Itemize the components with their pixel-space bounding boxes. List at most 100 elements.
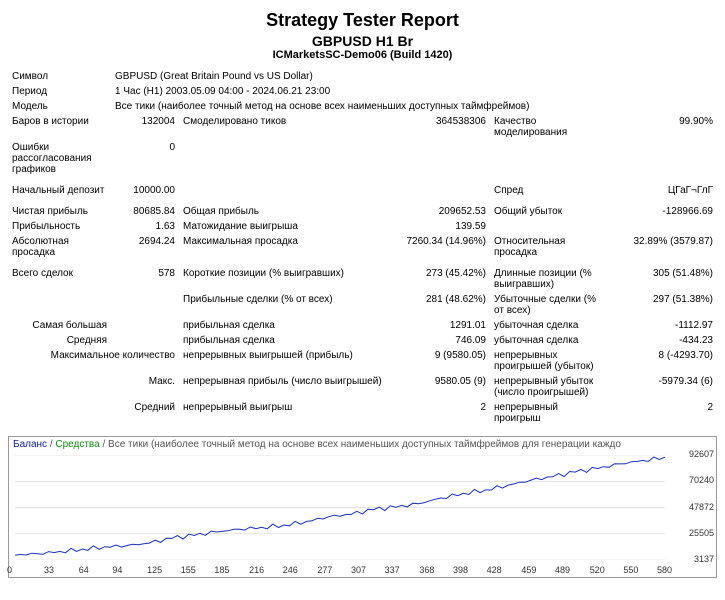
losst-label: Убыточные сделки (% от всех) (490, 292, 609, 318)
report-subtitle: GBPUSD H1 Br (8, 33, 717, 49)
y-tick: 25505 (689, 528, 714, 538)
pf-label: Прибыльность (8, 219, 111, 234)
grossprofit-value: 209652.53 (387, 204, 490, 219)
symbol-label: Символ (8, 69, 111, 84)
maxconsl-value: 8 (-4293.70) (609, 348, 717, 374)
spread-value: ЦГаГ¬ГлГ (609, 183, 717, 198)
x-tick: 33 (44, 565, 54, 575)
period-label: Период (8, 84, 111, 99)
x-tick: 216 (249, 565, 264, 575)
grossprofit-label: Общая прибыль (179, 204, 387, 219)
ticks-value: 364538306 (387, 114, 490, 140)
largest-label: Самая большая (8, 318, 111, 333)
avgp-label: прибыльная сделка (179, 333, 387, 348)
reldd-value: 32.89% (3579.87) (609, 234, 717, 260)
largestp-value: 1291.01 (387, 318, 490, 333)
report-table: Символ GBPUSD (Great Britain Pound vs US… (8, 69, 717, 426)
chart-header-rest: / Все тики (наиболее точный метод на осн… (102, 439, 620, 450)
maxconsp-value: 9 (9580.05) (387, 348, 490, 374)
short-label: Короткие позиции (% выигравших) (179, 266, 387, 292)
avg-label: Средняя (8, 333, 111, 348)
x-tick: 398 (453, 565, 468, 575)
avgconsl-value: 2 (609, 400, 717, 426)
short-value: 273 (45.42%) (387, 266, 490, 292)
errors-label: Ошибки рассогласования графиков (8, 140, 111, 177)
chart-svg (15, 455, 665, 560)
chart-balance-label: Баланс (13, 439, 47, 450)
x-tick: 155 (181, 565, 196, 575)
proft-label: Прибыльные сделки (% от всех) (179, 292, 387, 318)
ep-label: Матожидание выигрыша (179, 219, 387, 234)
max-label: Макс. (8, 374, 179, 400)
chart-header: Баланс / Средства / Все тики (наиболее т… (13, 439, 621, 450)
absdd-label: Абсолютная просадка (8, 234, 111, 260)
x-tick: 337 (385, 565, 400, 575)
x-tick: 64 (79, 565, 89, 575)
maxconsp-label: непрерывных выигрышей (прибыль) (179, 348, 387, 374)
x-tick: 428 (487, 565, 502, 575)
bars-label: Баров в истории (8, 114, 111, 140)
spread-label: Спред (490, 183, 609, 198)
grossloss-label: Общий убыток (490, 204, 609, 219)
maxcp-value: 9580.05 (9) (387, 374, 490, 400)
symbol-value: GBPUSD (Great Britain Pound vs US Dollar… (111, 69, 717, 84)
absdd-value: 2694.24 (111, 234, 179, 260)
x-tick: 368 (419, 565, 434, 575)
x-tick: 0 (7, 565, 12, 575)
netprofit-label: Чистая прибыль (8, 204, 111, 219)
deposit-label: Начальный депозит (8, 183, 111, 198)
quality-label: Качество моделирования (490, 114, 609, 140)
maxcl-label: непрерывный убыток (число проигрышей) (490, 374, 609, 400)
deposit-value: 10000.00 (111, 183, 179, 198)
chart-sredstva-label: Средства (55, 439, 99, 450)
avgl-value: -434.23 (609, 333, 717, 348)
maxdd-label: Максимальная просадка (179, 234, 387, 260)
maxcons-label: Максимальное количество (8, 348, 179, 374)
avgconsl-label: непрерывный проигрыш (490, 400, 609, 426)
maxcp-label: непрерывная прибыль (число выигрышей) (179, 374, 387, 400)
long-value: 305 (51.48%) (609, 266, 717, 292)
maxconsl-label: непрерывных проигрышей (убыток) (490, 348, 609, 374)
x-tick: 550 (623, 565, 638, 575)
report-title: Strategy Tester Report (8, 10, 717, 31)
x-tick: 94 (112, 565, 122, 575)
y-tick: 70240 (689, 475, 714, 485)
avgp-value: 746.09 (387, 333, 490, 348)
x-tick: 520 (590, 565, 605, 575)
x-tick: 489 (555, 565, 570, 575)
x-tick: 125 (147, 565, 162, 575)
avgcons-label: Средний (8, 400, 179, 426)
bars-value: 132004 (111, 114, 179, 140)
avgconsp-label: непрерывный выигрыш (179, 400, 387, 426)
netprofit-value: 80685.84 (111, 204, 179, 219)
long-label: Длинные позиции (% выигравших) (490, 266, 609, 292)
proft-value: 281 (48.62%) (387, 292, 490, 318)
x-tick: 277 (317, 565, 332, 575)
y-tick: 92607 (689, 449, 714, 459)
x-tick: 459 (521, 565, 536, 575)
avgconsp-value: 2 (387, 400, 490, 426)
ep-value: 139.59 (387, 219, 490, 234)
largestp-label: прибыльная сделка (179, 318, 387, 333)
x-tick: 307 (351, 565, 366, 575)
trades-label: Всего сделок (8, 266, 111, 292)
grossloss-value: -128966.69 (609, 204, 717, 219)
model-label: Модель (8, 99, 111, 114)
largestl-label: убыточная сделка (490, 318, 609, 333)
reldd-label: Относительная просадка (490, 234, 609, 260)
model-value: Все тики (наиболее точный метод на основ… (111, 99, 717, 114)
avgl-label: убыточная сделка (490, 333, 609, 348)
maxdd-value: 7260.34 (14.96%) (387, 234, 490, 260)
trades-value: 578 (111, 266, 179, 292)
largestl-value: -1112.97 (609, 318, 717, 333)
ticks-label: Смоделировано тиков (179, 114, 387, 140)
x-tick: 580 (657, 565, 672, 575)
pf-value: 1.63 (111, 219, 179, 234)
errors-value: 0 (111, 140, 179, 177)
quality-value: 99.90% (609, 114, 717, 140)
losst-value: 297 (51.38%) (609, 292, 717, 318)
x-tick: 246 (283, 565, 298, 575)
balance-chart: Баланс / Средства / Все тики (наиболее т… (8, 436, 717, 578)
y-tick: 47872 (689, 502, 714, 512)
maxcl-value: -5979.34 (6) (609, 374, 717, 400)
